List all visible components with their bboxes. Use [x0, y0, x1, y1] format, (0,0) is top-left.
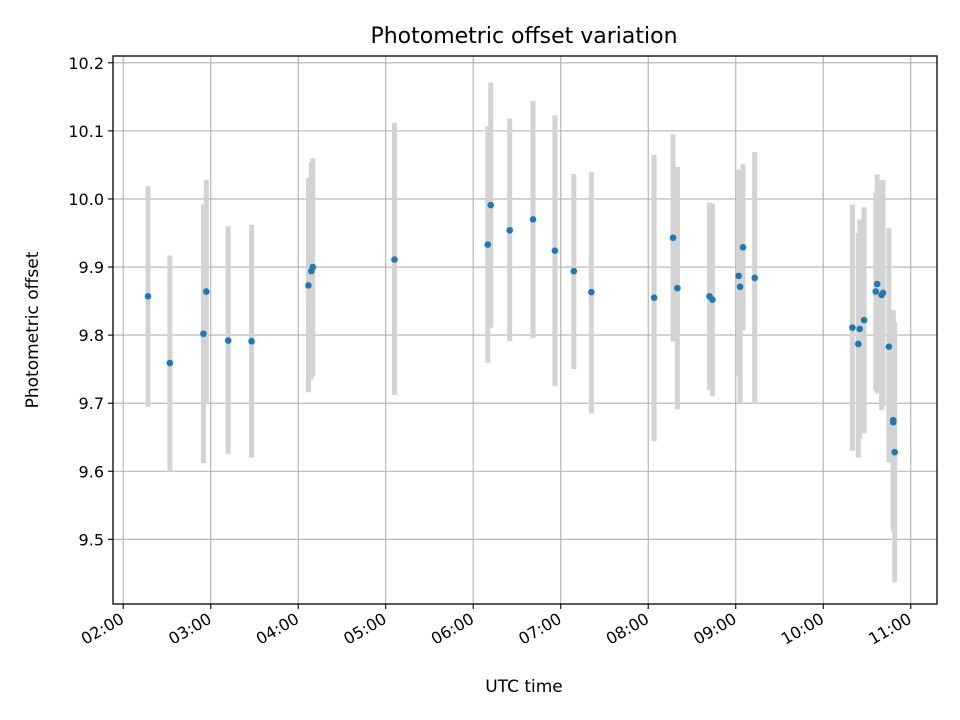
x-tick-label: 06:00 [428, 609, 477, 649]
data-point [224, 337, 232, 344]
x-tick-label: 02:00 [78, 609, 127, 649]
data-point [751, 274, 758, 282]
x-axis-label: UTC time [485, 677, 563, 697]
data-point [736, 283, 744, 291]
plot-frame [112, 55, 938, 605]
data-point [879, 289, 887, 297]
x-tick-label: 10:00 [778, 609, 827, 649]
data-point [588, 288, 595, 296]
data-point [487, 201, 495, 209]
data-point [529, 216, 537, 223]
data-point [872, 288, 880, 295]
data-point [144, 293, 152, 300]
data-point [200, 330, 207, 338]
data-point [735, 272, 742, 280]
data-points [144, 201, 899, 456]
data-point [484, 241, 492, 248]
x-tick-label: 09:00 [690, 609, 739, 649]
data-point [854, 340, 862, 348]
data-point [650, 294, 658, 301]
x-tick-label: 04:00 [253, 609, 302, 649]
y-tick-label: 9.5 [79, 530, 104, 549]
data-point [891, 448, 899, 456]
data-point [551, 247, 559, 254]
data-point [391, 256, 398, 263]
data-point [570, 267, 578, 275]
chart-title: Photometric offset variation [370, 24, 677, 49]
data-point [873, 280, 881, 288]
x-axis-ticks: 02:00 03:00 04:00 05:00 06:00 07:00 08:00 09:00… [78, 604, 915, 649]
data-point [856, 325, 864, 333]
y-tick-label: 10.1 [68, 122, 104, 141]
y-tick-label: 9.6 [79, 462, 104, 481]
y-axis-label: Photometric offset [23, 251, 43, 408]
data-point [669, 234, 677, 242]
y-axis-ticks: 9.5 9.6 9.7 9.8 9.9 10.0 10.1 10.2 [68, 54, 113, 549]
data-point [889, 416, 897, 424]
data-point [709, 296, 716, 304]
y-tick-label: 9.7 [79, 394, 104, 413]
y-tick-label: 9.9 [79, 258, 104, 277]
x-tick-label: 11:00 [865, 609, 914, 649]
x-tick-label: 05:00 [340, 609, 389, 649]
data-point [739, 243, 747, 251]
data-point [674, 284, 681, 292]
x-tick-label: 03:00 [165, 609, 214, 649]
data-point [506, 226, 513, 234]
y-tick-label: 10.0 [68, 190, 104, 209]
x-tick-label: 07:00 [515, 609, 564, 649]
data-point [166, 359, 174, 367]
x-tick-label: 08:00 [603, 609, 652, 649]
data-point [849, 324, 856, 331]
data-point [309, 263, 317, 271]
data-point [203, 288, 210, 295]
data-point [860, 316, 868, 324]
data-point [885, 343, 893, 350]
y-tick-label: 10.2 [68, 54, 104, 73]
data-point [305, 282, 312, 289]
grid [113, 56, 937, 604]
y-tick-label: 9.8 [79, 326, 104, 345]
errorbars [145, 82, 898, 583]
data-point [248, 337, 255, 345]
